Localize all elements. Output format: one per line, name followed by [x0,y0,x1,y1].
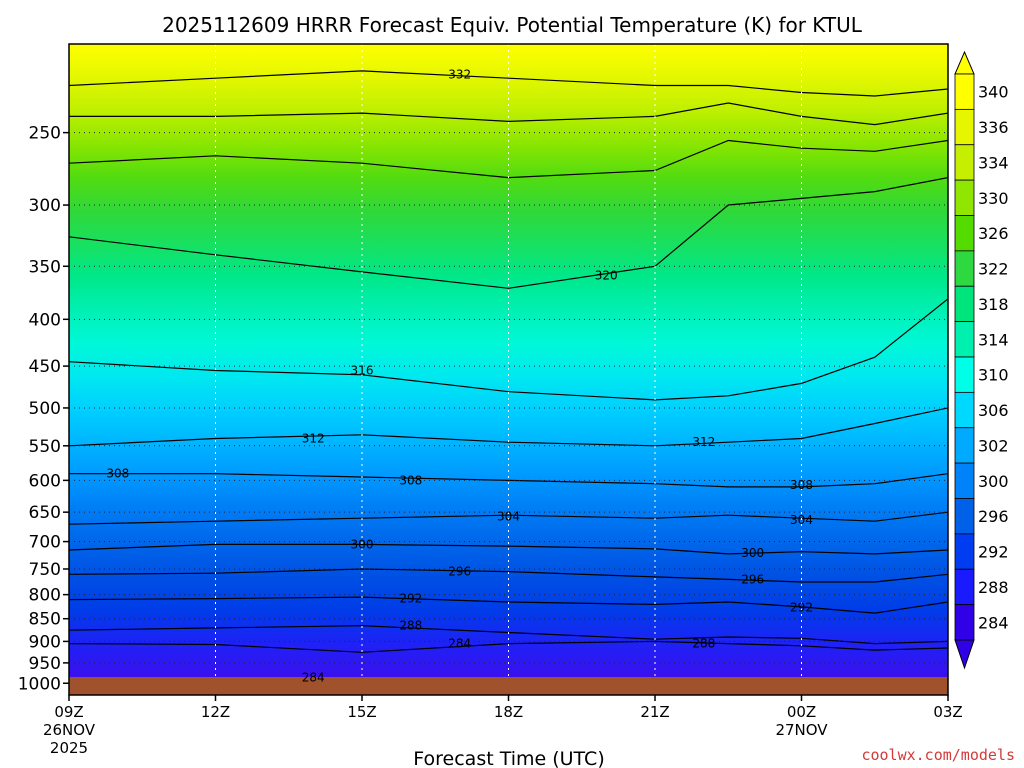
colorbar-swatch [954,498,975,535]
colorbar-swatch [954,568,975,606]
x-tick-label: 21Z [640,703,669,721]
y-tick-label: 400 [29,310,61,330]
colorbar-label: 334 [978,153,1009,172]
colorbar-swatch [954,604,975,641]
y-tick-label: 450 [29,357,61,377]
y-tick-label: 950 [29,654,61,674]
colorbar-swatch [954,462,975,499]
contour-label: 308 [106,467,129,481]
y-tick-label: 750 [29,560,61,580]
colorbar-label: 314 [978,330,1009,349]
contour-332 [69,70,948,97]
contour-296 [69,568,948,583]
ground-layer [69,677,948,695]
contour-label: 308 [399,473,422,487]
contour-label: 312 [692,435,715,449]
contour-label: 320 [595,268,618,282]
contour-label: 288 [399,619,422,633]
plot-area: 332 320 316 312 312 308 308 308 304 304 300 300 296 2… [68,43,949,696]
colorbar-swatch [954,285,975,323]
chart-title: 2025112609 HRRR Forecast Equiv. Potentia… [162,13,863,37]
colorbar-label: 284 [978,613,1009,632]
x-tick-sublabel: 27NOV [775,721,828,739]
contour-label: 284 [302,670,325,684]
x-tick-label: 00Z [787,703,816,721]
contour-label: 288 [692,637,715,651]
contour-label: 312 [302,432,325,446]
contour-label: 292 [399,592,422,606]
colorbar-label: 292 [978,543,1009,562]
x-tick-sublabel: 26NOV [43,721,96,739]
contour-label: 296 [448,565,471,579]
x-tick-label: 15Z [347,703,376,721]
colorbar-label: 336 [978,118,1009,137]
colorbar-swatch [954,356,975,393]
y-tick-label: 700 [29,533,61,553]
x-tick-label: 18Z [494,703,523,721]
contour-label: 292 [790,600,813,614]
x-tick-label: 09Z [54,703,83,721]
contour-label: 304 [790,513,813,527]
colorbar-label: 302 [978,436,1009,455]
colorbar-swatch [954,179,975,216]
x-tick-label: 12Z [201,703,230,721]
y-tick-label: 1000 [18,674,61,694]
colorbar-swatch [954,144,975,181]
colorbar-label: 300 [978,472,1009,491]
y-tick-label: 300 [29,196,61,216]
y-tick-label: 850 [29,610,61,630]
colorbar-swatch [954,250,975,287]
y-tick-label: 800 [29,586,61,606]
colorbar-top-arrow [954,50,975,75]
contour-312 [69,407,948,447]
contour-label: 296 [741,572,764,586]
colorbar-swatch [954,391,975,429]
colorbar-swatch [954,215,975,252]
colorbar-label: 326 [978,224,1009,243]
contour-label: 332 [448,68,471,82]
colorbar-swatch [954,427,975,464]
x-axis-label: Forecast Time (UTC) [413,748,604,768]
y-tick-label: 350 [29,257,61,277]
contour-label: 308 [790,478,813,492]
colorbar-swatch [954,321,975,358]
y-tick-label: 600 [29,471,61,491]
colorbar-label: 296 [978,507,1009,526]
colorbar-label: 318 [978,295,1009,314]
colorbar-swatch [954,73,975,110]
colorbar-label: 340 [978,83,1009,102]
colorbar-bottom-arrow [954,639,975,670]
contour-label: 300 [741,546,764,560]
contour-292 [69,596,948,614]
colorbar-label: 288 [978,578,1009,597]
contour-label: 304 [497,509,520,523]
credit-text: coolwx.com/models [861,746,1015,764]
contour-label: 316 [351,363,374,377]
y-tick-label: 500 [29,399,61,419]
x-tick-label: 03Z [933,703,962,721]
y-tick-label: 900 [29,632,61,652]
colorbar-swatch [954,533,975,570]
y-axis: 2503003504004505005506006507007508008509… [18,124,69,694]
colorbar: 340 336 334 330 326 322 318 314 310 306 302 300 296 2… [954,50,1009,670]
x-tick-sublabel: 2025 [50,739,88,757]
colorbar-swatch [954,108,975,146]
colorbar-label: 330 [978,189,1009,208]
colorbar-label: 310 [978,366,1009,385]
y-tick-label: 250 [29,124,61,144]
y-tick-label: 650 [29,503,61,523]
contour-label: 300 [351,537,374,551]
y-tick-label: 550 [29,437,61,457]
contour-label: 284 [448,637,471,651]
colorbar-label: 322 [978,260,1009,279]
colorbar-label: 306 [978,401,1009,420]
contour-284 [69,640,948,653]
